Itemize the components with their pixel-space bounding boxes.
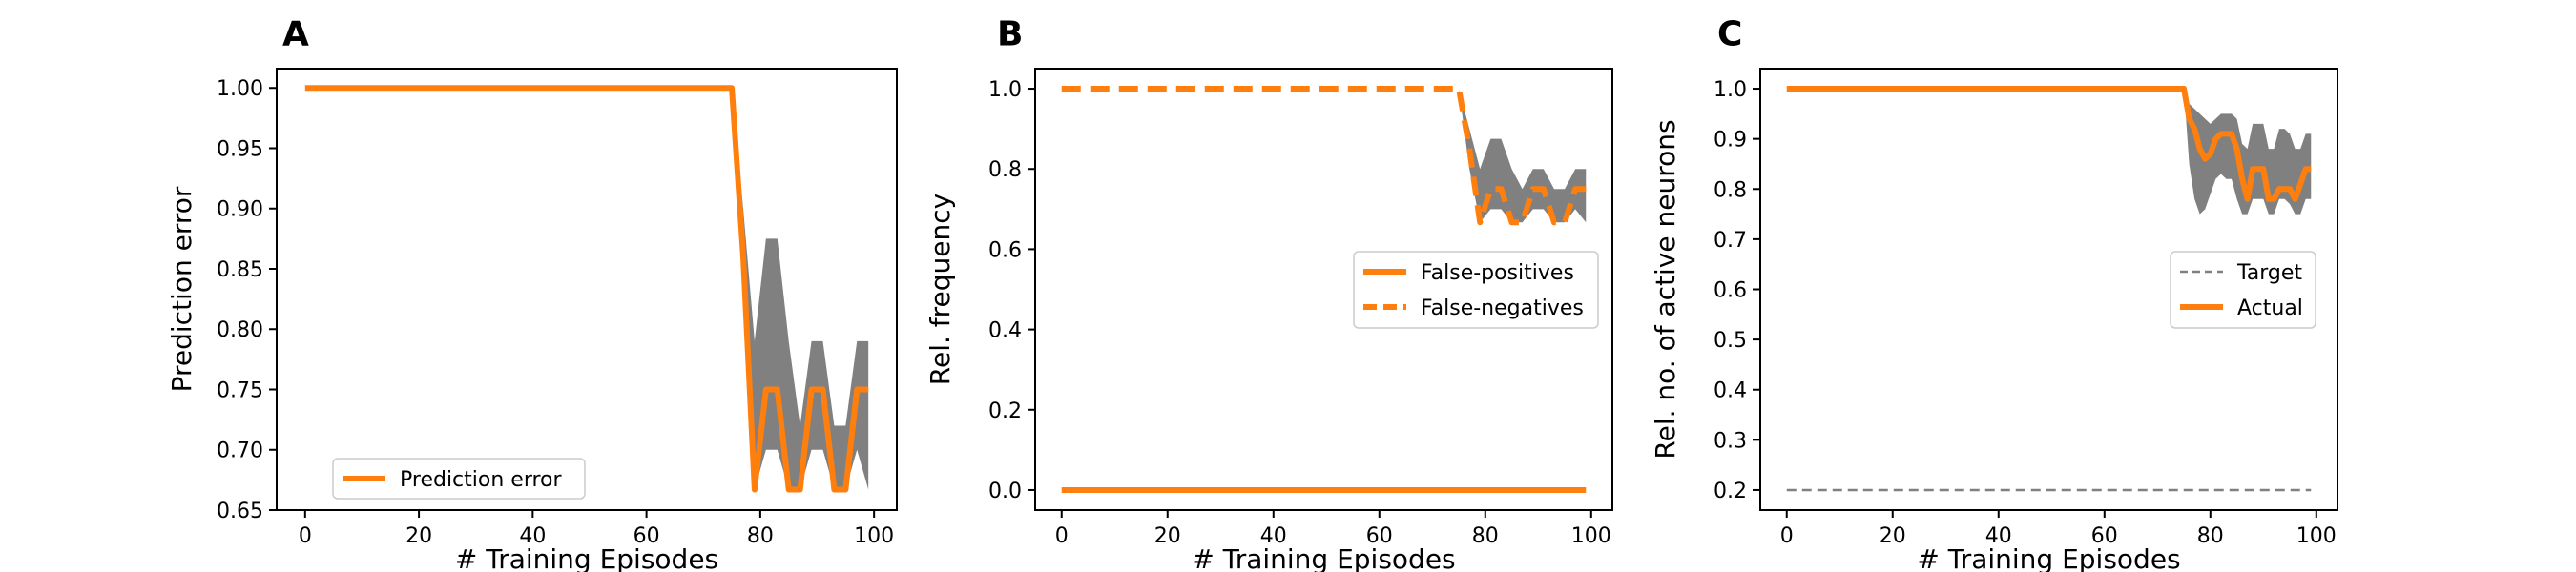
chart-panel-c: C 0 20 40 60 80 100 0.2 0.3 0.4 0.5 0.6 0.7 0.8 0.9 1.0… xyxy=(1650,15,2338,572)
variability-band xyxy=(2184,89,2312,214)
y-tick-label: 0.80 xyxy=(217,318,263,342)
series-line-actual xyxy=(1786,86,2312,202)
panel-letter: C xyxy=(1717,15,1742,54)
y-tick-label: 0.8 xyxy=(988,158,1022,182)
chart-panel-b: B 0 20 40 60 80 100 0.0 0.2 0.4 0.6 0.8 1.0 # Trainin… xyxy=(924,15,1613,572)
y-tick-label: 0.5 xyxy=(1714,329,1747,353)
y-tick-label: 0.65 xyxy=(217,500,263,523)
y-tick-label: 0.2 xyxy=(1714,480,1747,503)
legend: Target Actual xyxy=(2170,251,2316,329)
x-axis-label: # Training Episodes xyxy=(1917,543,2180,572)
panel-letter: B xyxy=(997,15,1023,54)
x-tick-label: 60 xyxy=(2091,524,2118,548)
y-tick-label: 0.0 xyxy=(988,480,1022,503)
x-tick-label: 20 xyxy=(405,524,432,548)
plot-area xyxy=(1061,86,1587,493)
x-tick-label: 40 xyxy=(1985,524,2012,548)
y-tick-label: 1.00 xyxy=(217,77,263,101)
y-tick-label: 0.4 xyxy=(988,319,1022,343)
y-tick-label: 0.9 xyxy=(1714,129,1747,153)
variability-band xyxy=(1459,89,1587,223)
plot-area xyxy=(1786,86,2312,492)
y-axis-label: Rel. frequency xyxy=(924,194,956,385)
x-tick-label: 80 xyxy=(747,524,774,548)
panel-letter: A xyxy=(282,15,309,54)
series-line-prediction-error xyxy=(304,85,869,493)
y-tick-label: 0.7 xyxy=(1714,229,1747,253)
y-tick-label: 0.85 xyxy=(217,258,263,282)
chart-panel-a: A 0 20 40 60 80 100 0.65 0.70 0.75 0.80 0.85 0.90 0.9… xyxy=(166,15,898,572)
y-tick-label: 1.0 xyxy=(1714,78,1747,102)
legend-box xyxy=(332,458,586,500)
y-tick-label: 0.8 xyxy=(1714,178,1747,202)
x-tick-label: 20 xyxy=(1880,524,1906,548)
legend-box xyxy=(1353,251,1599,329)
plot-area xyxy=(304,85,869,493)
y-tick-label: 0.90 xyxy=(217,198,263,222)
x-tick-label: 80 xyxy=(1472,524,1499,548)
x-tick-label: 100 xyxy=(2296,524,2337,548)
y-axis-label: Rel. no. of active neurons xyxy=(1650,119,1681,459)
x-tick-label: 20 xyxy=(1154,524,1181,548)
x-tick-label: 100 xyxy=(854,524,894,548)
legend: Prediction error xyxy=(332,458,586,500)
y-tick-label: 0.6 xyxy=(1714,279,1747,303)
series-line-false-negatives xyxy=(1061,86,1587,226)
y-tick-label: 0.95 xyxy=(217,137,263,161)
y-tick-label: 0.6 xyxy=(988,238,1022,262)
x-axis-label: # Training Episodes xyxy=(455,543,718,572)
y-axis-label: Prediction error xyxy=(166,186,197,392)
legend-label: False-positives xyxy=(1421,261,1574,285)
x-tick-label: 60 xyxy=(634,524,660,548)
y-tick-label: 0.70 xyxy=(217,439,263,463)
legend-label: Target xyxy=(2236,261,2302,285)
y-tick-label: 0.2 xyxy=(988,399,1022,423)
x-tick-label: 100 xyxy=(1571,524,1611,548)
x-tick-label: 60 xyxy=(1366,524,1393,548)
x-tick-label: 0 xyxy=(299,524,312,548)
legend: False-positives False-negatives xyxy=(1353,251,1599,329)
x-tick-label: 0 xyxy=(1780,524,1794,548)
x-tick-label: 40 xyxy=(519,524,546,548)
legend-label: Prediction error xyxy=(400,468,562,492)
x-tick-label: 80 xyxy=(2197,524,2224,548)
y-tick-label: 0.4 xyxy=(1714,379,1747,403)
x-tick-label: 40 xyxy=(1260,524,1287,548)
plot-frame xyxy=(1034,68,1613,511)
y-tick-label: 0.75 xyxy=(217,378,263,402)
x-axis-label: # Training Episodes xyxy=(1192,543,1455,572)
legend-label: False-negatives xyxy=(1421,296,1584,320)
y-tick-label: 1.0 xyxy=(988,78,1022,102)
y-tick-label: 0.3 xyxy=(1714,429,1747,453)
x-tick-label: 0 xyxy=(1055,524,1069,548)
plot-frame xyxy=(276,68,898,511)
legend-label: Actual xyxy=(2237,296,2303,320)
